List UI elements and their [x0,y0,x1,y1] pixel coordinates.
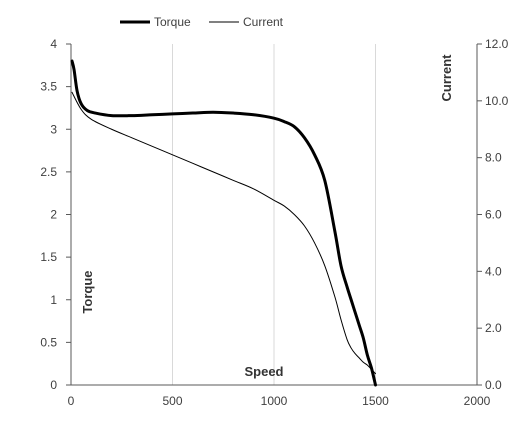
x-tick-label: 0 [68,394,75,408]
y-tick-label: 3 [50,122,57,136]
y2-tick-label: 12.0 [485,37,509,51]
y-tick-label: 1.5 [40,250,57,264]
y2-tick-label: 8.0 [485,151,502,165]
x-tick-label: 1000 [261,394,288,408]
y2-axis-title: Current [439,54,454,102]
y-tick-label: 2.5 [40,165,57,179]
series-line-torque [70,59,377,387]
y-tick-label: 0 [50,378,57,392]
legend: Torque Current [120,15,284,29]
x-tick-label: 500 [162,394,182,408]
y2-tick-label: 10.0 [485,94,509,108]
tick-labels: 0 500 1000 1500 2000 0 0.5 1 1.5 2 2.5 3 3.5 4 0.0 2.0 4… [40,37,508,408]
axes [66,43,482,386]
y-tick-label: 3.5 [40,80,57,94]
y-axis-title: Torque [80,270,95,313]
legend-label-current: Current [243,15,284,29]
y2-tick-label: 0.0 [485,378,502,392]
x-tick-label: 1500 [362,394,389,408]
x-tick-label: 2000 [464,394,491,408]
x-axis-title: Speed [244,364,283,379]
y-tick-label: 4 [50,37,57,51]
y-tick-label: 1 [50,293,57,307]
y2-tick-label: 4.0 [485,264,502,278]
y-tick-label: 0.5 [40,335,57,349]
y-tick-label: 2 [50,208,57,222]
y2-tick-label: 6.0 [485,208,502,222]
legend-label-torque: Torque [154,15,191,29]
series-lines [70,59,377,387]
series-line-current [71,91,376,375]
y2-tick-label: 2.0 [485,321,502,335]
